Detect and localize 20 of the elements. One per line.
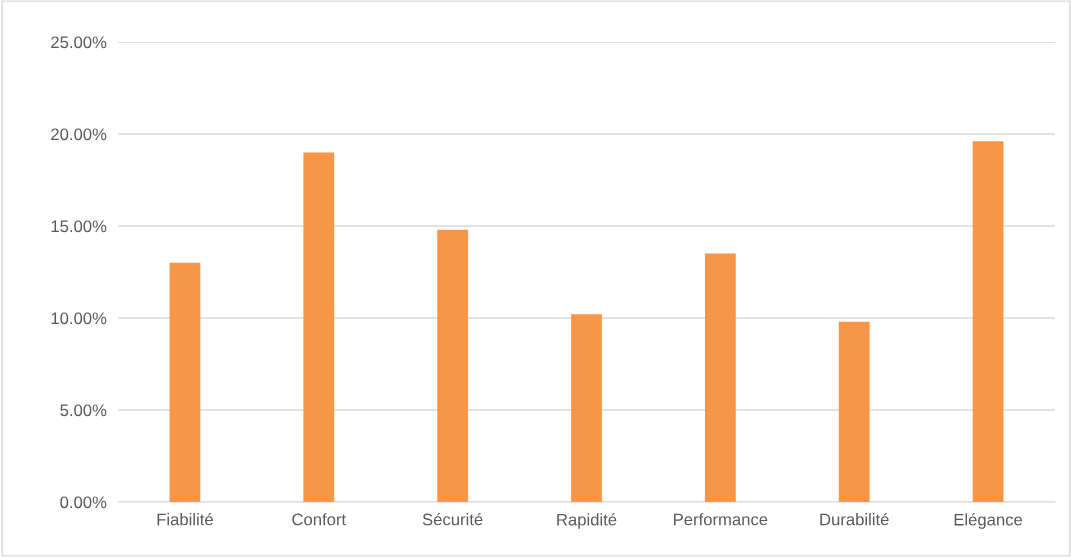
y-tick-label: 20.00% bbox=[51, 128, 107, 141]
y-tick-label: 0.00% bbox=[60, 496, 107, 509]
bar bbox=[838, 321, 870, 502]
y-tick-label: 15.00% bbox=[51, 220, 107, 233]
bar bbox=[437, 229, 469, 502]
x-tick-label: Durabilité bbox=[820, 512, 889, 526]
y-tick-label: 10.00% bbox=[51, 312, 107, 325]
x-tick-label: Sécurité bbox=[422, 512, 483, 526]
y-tick-label: 25.00% bbox=[51, 36, 107, 49]
bar bbox=[169, 262, 201, 502]
x-tick-label: Elégance bbox=[954, 513, 1023, 529]
y-tick-label: 5.00% bbox=[60, 404, 107, 417]
bar bbox=[303, 152, 335, 502]
x-tick-label: Fiabilité bbox=[157, 512, 213, 526]
bar bbox=[571, 314, 602, 502]
bar bbox=[704, 253, 736, 502]
bar bbox=[972, 141, 1004, 502]
x-tick-label: Confort bbox=[292, 513, 346, 526]
x-tick-label: Rapidité bbox=[557, 513, 617, 529]
x-tick-label: Performance bbox=[674, 513, 768, 526]
